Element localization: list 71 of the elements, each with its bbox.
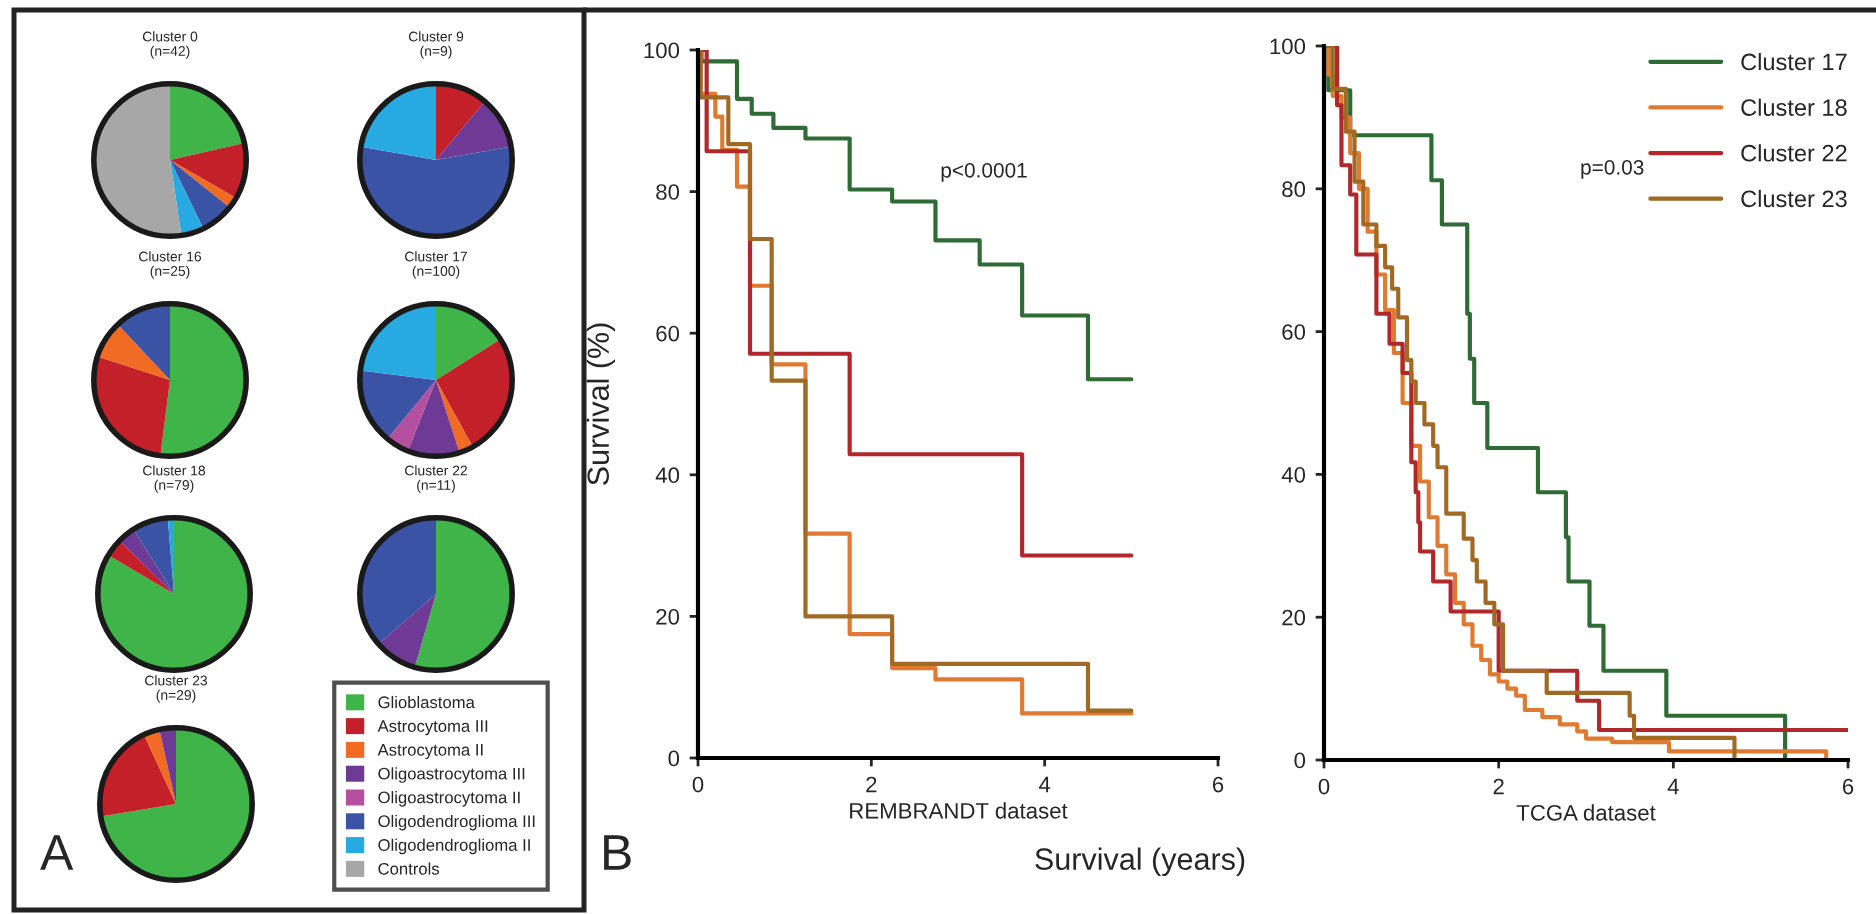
- pie-slice: [167, 517, 174, 594]
- x-tick-label: 4: [1667, 778, 1679, 795]
- pie-slice: [436, 303, 501, 380]
- pie-slice: [119, 529, 174, 594]
- pie-slice: [117, 303, 170, 380]
- pie-slice: [360, 303, 436, 380]
- text: B: [604, 835, 631, 870]
- pie-slice: [108, 540, 174, 594]
- text: A: [40, 835, 74, 870]
- legend-label: Glioblastoma: [378, 695, 475, 709]
- y-tick-label: 100: [644, 42, 680, 59]
- y-tick-label: 0: [668, 750, 680, 767]
- legend-label: Astrocytoma II: [377, 744, 483, 760]
- y-tick-label: 40: [1281, 466, 1306, 483]
- pie-slice: [143, 729, 176, 804]
- pie-slice: [170, 160, 204, 236]
- legend-label: Cluster 17: [1741, 52, 1847, 71]
- legend-label: Oligoastrocytoma III: [378, 767, 525, 783]
- legend-label: Controls: [378, 862, 440, 875]
- pie-slice: [407, 380, 460, 457]
- pie-slice: [436, 83, 485, 160]
- pie-slice: [359, 370, 436, 439]
- y-tick-label: 80: [1282, 181, 1306, 198]
- y-tick-label: 60: [1282, 324, 1306, 340]
- text: Survival (years): [1035, 847, 1245, 876]
- pie-slice: [97, 324, 170, 380]
- pie-slice: [93, 83, 182, 237]
- pie-slice: [378, 594, 436, 668]
- x-tick-label: 6: [1212, 776, 1224, 793]
- pie-slice: [414, 517, 513, 671]
- legend-label: Cluster 23: [1741, 189, 1847, 208]
- x-axis-title: TCGA dataset: [1516, 804, 1656, 821]
- pie-slice: [436, 101, 512, 160]
- x-tick-label: 2: [1493, 778, 1504, 795]
- x-tick-label: 0: [1318, 778, 1330, 795]
- pie-slice: [170, 160, 230, 229]
- y-tick-label: 20: [656, 608, 680, 625]
- y-tick-label: 60: [656, 325, 680, 342]
- y-tick-label: 80: [656, 184, 680, 200]
- pie-slice: [436, 339, 513, 447]
- pie-slice: [387, 380, 436, 451]
- pie-slice: [436, 380, 473, 453]
- legend-label: Oligoastrocytoma II: [378, 791, 520, 807]
- pie-slice: [170, 142, 247, 198]
- pie-slice: [99, 734, 176, 817]
- pie-slice: [159, 727, 176, 804]
- x-tick-label: 2: [866, 776, 877, 793]
- x-tick-label: 6: [1842, 778, 1854, 795]
- pie-slice: [359, 146, 513, 237]
- annotation: p<0.0001: [941, 162, 1027, 182]
- legend-label: Astrocytoma III: [377, 720, 488, 736]
- pie-slice: [93, 356, 170, 456]
- y-tick-label: 40: [655, 467, 680, 484]
- pie-slice: [133, 518, 174, 594]
- x-axis-title: REMBRANDT dataset: [850, 802, 1068, 819]
- legend-label: Oligodendroglioma II: [378, 838, 530, 855]
- pie-slice: [170, 160, 237, 208]
- y-tick-label: 20: [1282, 609, 1306, 626]
- pie-slice: [359, 517, 436, 645]
- legend-label: Cluster 18: [1741, 98, 1847, 116]
- y-axis-title: Survival (%): [586, 323, 616, 485]
- x-tick-label: 0: [692, 776, 704, 793]
- annotation: p=0.03: [1581, 159, 1644, 179]
- legend-label: Cluster 22: [1741, 144, 1847, 162]
- legend-label: Oligodendroglioma III: [378, 814, 535, 831]
- x-tick-label: 4: [1039, 776, 1051, 793]
- pie-slice: [170, 83, 245, 160]
- pie-slice: [360, 83, 436, 160]
- pie-slice: [160, 303, 247, 457]
- y-tick-label: 100: [1270, 38, 1306, 55]
- y-tick-label: 0: [1294, 752, 1306, 769]
